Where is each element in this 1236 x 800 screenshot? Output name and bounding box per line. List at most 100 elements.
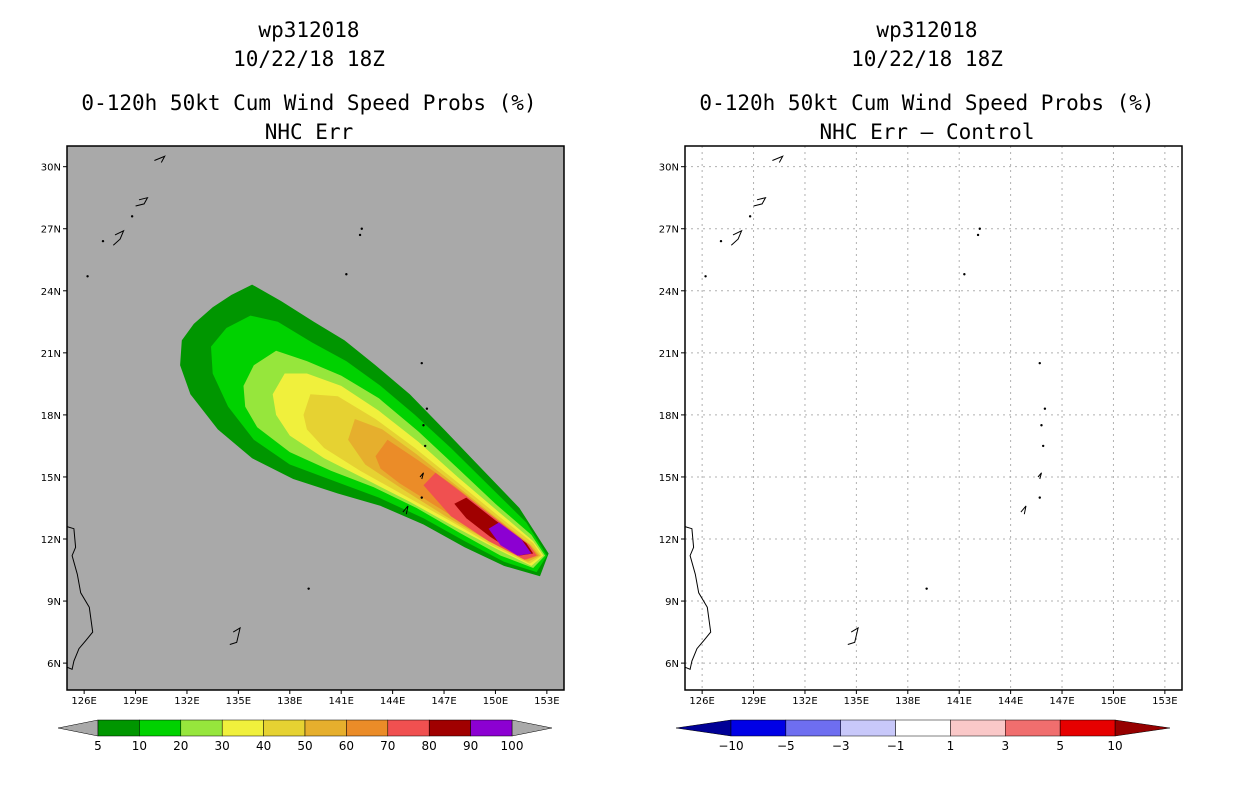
- x-tick-label: 144E: [380, 696, 405, 707]
- colorbar-swatch: [139, 719, 182, 737]
- x-tick-label: 138E: [895, 696, 920, 707]
- y-tick-label: 15N: [659, 473, 679, 484]
- x-tick-label: 150E: [1101, 696, 1126, 707]
- y-tick-label: 9N: [47, 597, 61, 608]
- plot-frame: [684, 145, 1183, 691]
- x-tick-label: 147E: [431, 696, 456, 707]
- colorbar-label: 100: [501, 739, 524, 753]
- coastline-island-guam: [402, 505, 409, 515]
- y-tick-label: 21N: [659, 349, 679, 360]
- colorbar-label: −5: [777, 739, 795, 753]
- probability-map: 126E 129E 132E 135E 138E 141E 144E 147E 150E 153E…: [41, 145, 565, 753]
- colorbar-swatch: [730, 719, 787, 737]
- colorbar-label: 50: [297, 739, 312, 753]
- colorbar-swatch: [428, 719, 471, 737]
- x-tick-label: 126E: [689, 696, 714, 707]
- island-dot: [86, 275, 89, 278]
- coastline-philippines: [684, 526, 712, 670]
- colorbar-cap-high: [511, 719, 553, 737]
- island-dot: [425, 407, 429, 410]
- colorbar-label: 70: [380, 739, 395, 753]
- coastline-island-ryukyu-2: [112, 229, 125, 246]
- y-tick-label: 18N: [41, 411, 61, 422]
- colorbar-cap-high: [1114, 719, 1171, 737]
- colorbar-label: 10: [1107, 739, 1122, 753]
- colorbar-swatch: [950, 719, 1006, 737]
- coastline-island-guam: [1020, 505, 1027, 515]
- coastline-island-ryukyu-1: [135, 196, 149, 207]
- x-tick-label: 141E: [947, 696, 972, 707]
- island-dot: [963, 273, 966, 276]
- y-tick-label: 12N: [659, 535, 679, 546]
- colorbar-swatch: [895, 719, 951, 737]
- panel-right: wp312018 10/22/18 18Z 0-120h 50kt Cum Wi…: [618, 0, 1236, 800]
- colorbar-cap-low: [57, 719, 99, 737]
- panel-datetime: 10/22/18 18Z: [233, 47, 385, 71]
- island-dot: [976, 233, 980, 237]
- colorbar-swatch: [1005, 719, 1061, 737]
- y-tick-label: 18N: [659, 411, 679, 422]
- contour-90: [488, 522, 532, 556]
- coastline-island-saipan: [419, 472, 424, 480]
- y-tick-label: 24N: [41, 287, 61, 298]
- coastline-island-kyushu-a: [772, 155, 784, 163]
- island-dot: [1041, 444, 1045, 448]
- colorbar-label: 1: [947, 739, 955, 753]
- colorbar-swatch: [180, 719, 223, 737]
- panel-product-title: 0-120h 50kt Cum Wind Speed Probs (%): [699, 91, 1155, 115]
- colorbar-swatch: [1059, 719, 1116, 737]
- x-tick-label: 153E: [534, 696, 559, 707]
- coastline-island-ryukyu-1: [753, 196, 767, 207]
- coastline-island-ryukyu-2: [730, 229, 743, 246]
- panel-product-title: 0-120h 50kt Cum Wind Speed Probs (%): [81, 91, 537, 115]
- coastline-island-kyushu-a: [154, 155, 166, 163]
- x-tick-label: 153E: [1152, 696, 1177, 707]
- x-tick-label: 135E: [844, 696, 869, 707]
- colorbar-label: 60: [339, 739, 354, 753]
- x-tick-label: 135E: [226, 696, 251, 707]
- y-tick-label: 9N: [665, 597, 679, 608]
- colorbar-label: 40: [256, 739, 271, 753]
- plot-area: [685, 146, 1182, 690]
- y-tick-label: 21N: [41, 349, 61, 360]
- colorbar-label: 80: [422, 739, 437, 753]
- island-dot: [345, 273, 348, 276]
- y-tick-label: 27N: [659, 225, 679, 236]
- island-dot: [101, 239, 105, 243]
- x-tick-label: 132E: [792, 696, 817, 707]
- colorbar-label: −10: [718, 739, 743, 753]
- colorbar-label: 5: [1056, 739, 1064, 753]
- island-dot: [420, 496, 423, 499]
- x-tick-label: 129E: [741, 696, 766, 707]
- panel-subtitle: NHC Err: [264, 120, 354, 144]
- colorbar-label: −1: [887, 739, 905, 753]
- island-dot: [130, 215, 134, 218]
- island-dot: [748, 215, 752, 218]
- x-tick-label: 138E: [277, 696, 302, 707]
- island-dot: [358, 233, 362, 237]
- island-dot: [360, 227, 363, 230]
- x-tick-label: 147E: [1049, 696, 1074, 707]
- y-tick-label: 30N: [41, 163, 61, 174]
- island-dot: [1040, 424, 1043, 427]
- coastline-island-okinotori: [847, 626, 859, 645]
- x-tick-label: 141E: [329, 696, 354, 707]
- panel-subtitle: NHC Err – Control: [819, 120, 1035, 144]
- colorbar-swatch: [221, 719, 264, 737]
- island-dot: [422, 424, 425, 427]
- colorbar-label: 30: [215, 739, 230, 753]
- difference-map: 126E 129E 132E 135E 138E 141E 144E 147E 150E 153E…: [659, 145, 1183, 753]
- panel-storm-id: wp312018: [876, 18, 978, 42]
- island-dot: [978, 227, 981, 230]
- colorbar-label: −3: [832, 739, 850, 753]
- colorbar-cap-low: [675, 719, 732, 737]
- colorbar-swatch: [470, 719, 513, 737]
- colorbar-label: 10: [132, 739, 147, 753]
- colorbar-swatch: [785, 719, 841, 737]
- plot-frame: [66, 145, 565, 691]
- y-tick-label: 6N: [47, 659, 61, 670]
- panel-storm-id: wp312018: [258, 18, 360, 42]
- y-tick-label: 12N: [41, 535, 61, 546]
- y-tick-label: 24N: [659, 287, 679, 298]
- island-dot: [1043, 407, 1047, 410]
